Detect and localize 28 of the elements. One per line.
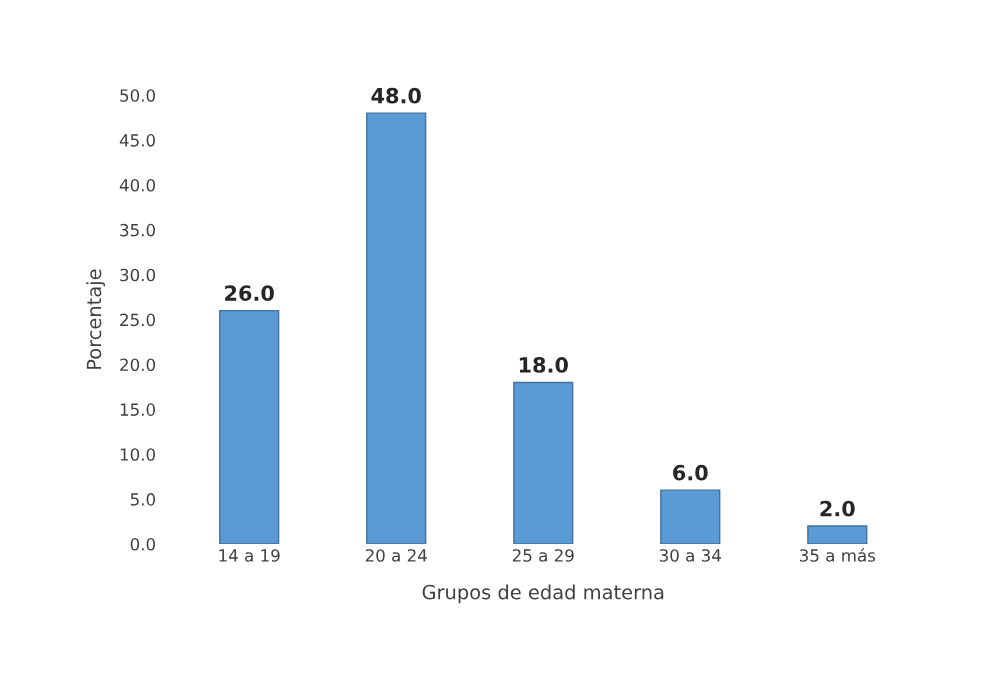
- bar: [807, 525, 868, 544]
- bar: [219, 309, 280, 544]
- bar: [660, 489, 721, 544]
- data-label: 26.0: [225, 285, 274, 302]
- y-tick-label: 20.0: [120, 358, 155, 372]
- y-tick-label: 30.0: [120, 268, 155, 282]
- y-tick-label: 25.0: [120, 313, 155, 327]
- y-tick-label: 40.0: [119, 178, 155, 192]
- x-tick-label: 30 a 34: [659, 549, 721, 562]
- x-tick-label: 20 a 24: [365, 549, 427, 562]
- bar: [513, 381, 574, 544]
- data-label: 2.0: [820, 500, 855, 517]
- y-axis-title: Porcentaje: [86, 269, 106, 369]
- y-tick-label: 5.0: [130, 493, 155, 506]
- y-tick-label: 35.0: [120, 223, 155, 237]
- data-label: 18.0: [519, 357, 568, 373]
- bar: [366, 112, 427, 544]
- y-tick-label: 0.0: [130, 537, 155, 551]
- y-tick-label: 10.0: [120, 448, 155, 461]
- x-tick-label: 35 a más: [800, 548, 876, 562]
- x-tick-label: 14 a 19: [219, 549, 280, 562]
- y-tick-label: 45.0: [119, 134, 155, 147]
- y-tick-label: 50.0: [120, 89, 155, 102]
- data-label: 48.0: [371, 87, 421, 104]
- x-tick-label: 25 a 29: [512, 549, 574, 562]
- data-label: 6.0: [673, 464, 708, 481]
- x-axis-title: Grupos de edad materna: [422, 584, 664, 604]
- y-tick-label: 15.0: [120, 403, 155, 416]
